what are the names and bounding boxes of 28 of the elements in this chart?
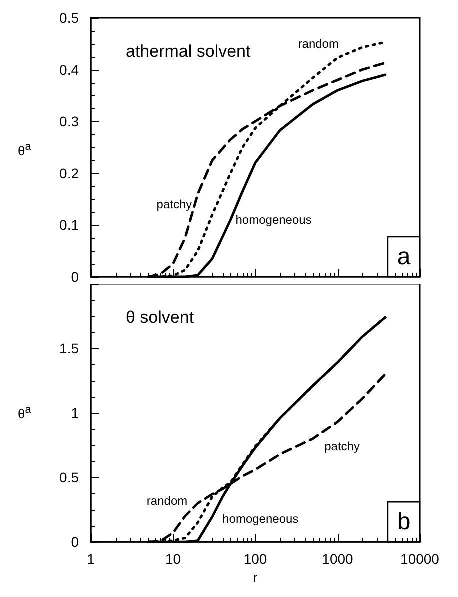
y-tick-label: 0.5 [60, 10, 80, 26]
y-tick-label: 0.2 [60, 165, 80, 182]
y-axis-title: θ$^{a}$ [18, 141, 32, 158]
y-tick-label: 0.3 [60, 114, 80, 130]
x-tick-label: 1000 [322, 551, 354, 568]
annotation: random [298, 36, 339, 51]
annotation: patchy [324, 440, 360, 454]
y-tick-label: 0 [71, 269, 80, 285]
annotation: homogeneous [236, 213, 312, 228]
x-tick-label: 10 [165, 551, 182, 568]
text: θ solvent [126, 308, 194, 327]
y-tick-label: 0.5 [60, 470, 80, 486]
x-tick-label: 1 [87, 551, 96, 568]
x-tick-label: 100 [244, 551, 268, 568]
annotation: random [146, 494, 188, 508]
annotation: b [397, 508, 411, 536]
text: athermal solvent [126, 42, 252, 61]
x-axis-title: r [253, 570, 258, 585]
y-tick-label: 1 [71, 405, 80, 422]
y-tick-label: 1.5 [60, 340, 80, 357]
annotation: homogeneous [222, 512, 299, 526]
y-tick-label: 0.1 [60, 217, 80, 234]
x-tick-label: 10000 [400, 551, 440, 568]
annotation: a [397, 244, 412, 270]
annotation: patchy [156, 197, 192, 212]
y-tick-label: 0 [71, 534, 80, 550]
y-axis-title: θ$^{a}$ [18, 404, 32, 422]
y-tick-label: 0.4 [60, 62, 80, 78]
